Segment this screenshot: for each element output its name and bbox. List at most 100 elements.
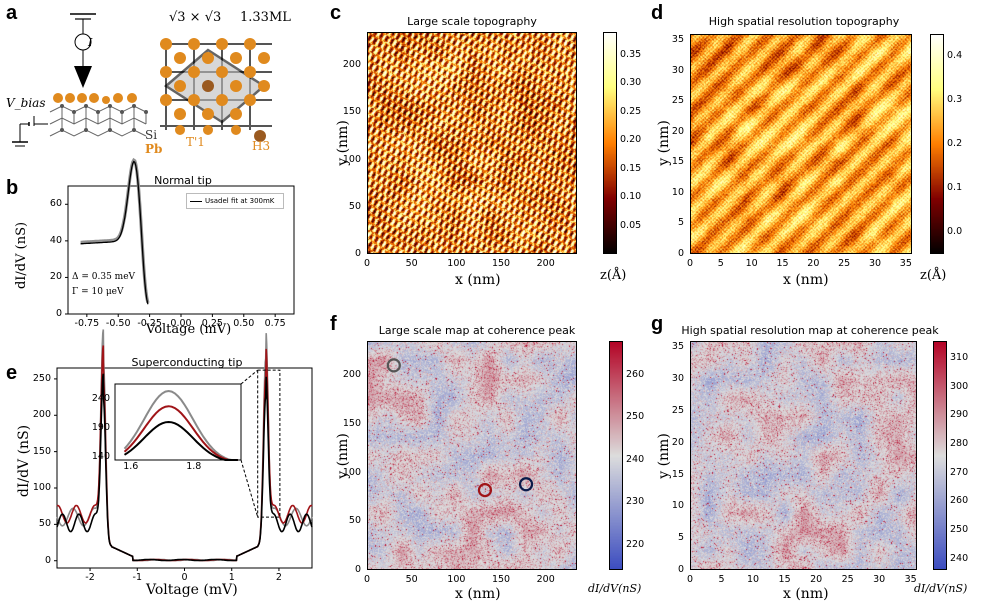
panel-label-c: c — [330, 2, 342, 24]
x-tick-label: 150 — [491, 574, 511, 585]
panel-c-topography-map — [367, 32, 577, 254]
y-tick-label: 35 — [671, 34, 684, 46]
top-view-lattice — [160, 38, 272, 142]
h3-label: H3 — [252, 139, 271, 153]
panel-e-xlabel: Voltage (mV) — [146, 582, 238, 598]
y-tick-label: 20 — [671, 125, 684, 137]
zoom-box — [257, 369, 281, 518]
y-tick-label: 25 — [671, 95, 684, 107]
current-label: I — [88, 36, 93, 49]
y-tick-label: 15 — [671, 156, 684, 168]
y-tick-label: 60 — [49, 198, 62, 210]
x-tick-label: 0.50 — [233, 318, 255, 329]
panel-b-title: Normal tip — [154, 174, 212, 187]
colorbar-tick-label: 270 — [950, 466, 969, 478]
series-line-black — [56, 373, 313, 562]
panel-f-colorbar — [609, 341, 623, 570]
panel-g-cbar-label: dI/dV(nS) — [914, 582, 968, 595]
y-tick-label: 0 — [44, 554, 51, 566]
x-tick-label: 0 — [363, 574, 371, 585]
x-tick-label: 2 — [275, 572, 282, 583]
tip-icon — [74, 66, 92, 88]
inset-y-tick-label: 140 — [91, 451, 110, 463]
x-tick-label: 50 — [405, 258, 418, 269]
panel-f-xlabel: x (nm) — [455, 586, 501, 602]
panel-d-cbar-label: z(Å) — [920, 268, 947, 283]
si-atoms — [60, 104, 148, 132]
panel-f-title: Large scale map at coherence peak — [378, 324, 576, 337]
x-tick-label: 0 — [363, 258, 371, 269]
colorbar-tick-label: 310 — [950, 352, 969, 364]
x-tick-label: 0 — [686, 574, 694, 585]
y-tick-label: 200 — [32, 409, 51, 421]
panel-g-frame — [690, 341, 917, 570]
colorbar-tick-label: 220 — [626, 538, 645, 550]
y-tick-label: 100 — [342, 466, 361, 478]
si-label: Si — [145, 128, 158, 142]
x-tick-label: 5 — [717, 258, 724, 269]
colorbar-tick-label: 0.1 — [947, 182, 963, 193]
y-tick-label: 100 — [342, 153, 361, 165]
y-tick-label: 150 — [342, 417, 361, 429]
panel-label-g: g — [651, 313, 664, 335]
zoom-line — [240, 459, 259, 518]
colorbar-tick-label: 250 — [950, 523, 969, 535]
x-tick-label: 0.25 — [201, 318, 223, 329]
y-tick-label: 150 — [342, 106, 361, 118]
inset-series-red — [123, 405, 238, 461]
panel-d-colorbar — [930, 34, 944, 254]
colorbar-tick-label: 240 — [950, 552, 969, 564]
x-tick-label: 200 — [536, 258, 555, 269]
x-tick-label: -2 — [85, 572, 95, 583]
panel-d-topography-map — [690, 34, 912, 254]
x-tick-label: -0.25 — [137, 318, 162, 329]
x-tick-label: 5 — [718, 574, 725, 585]
panel-c-frame — [367, 32, 577, 254]
x-tick-label: 10 — [747, 574, 760, 585]
pb-label: Pb — [145, 142, 163, 156]
y-tick-label: 0 — [354, 248, 361, 259]
panel-b-xlabel: Voltage (mV) — [146, 322, 232, 337]
x-tick-label: 0.00 — [170, 318, 192, 329]
x-tick-label: 20 — [807, 258, 820, 269]
y-tick-label: 10 — [671, 500, 684, 512]
x-tick-label: -1 — [132, 572, 142, 583]
panel-c-colorbar — [603, 32, 617, 254]
colorbar-tick-label: 250 — [626, 411, 645, 423]
x-tick-label: 25 — [841, 574, 854, 585]
structure-label: √3 × √3 — [169, 10, 222, 25]
y-tick-label: 5 — [677, 217, 684, 229]
x-tick-label: 35 — [899, 258, 912, 269]
zoom-line — [240, 369, 259, 385]
colorbar-tick-label: 240 — [626, 453, 645, 465]
panel-d-frame — [690, 34, 912, 254]
inset-y-tick-label: 240 — [91, 392, 110, 404]
colorbar-tick-label: 0.20 — [620, 134, 642, 146]
colorbar-tick-label: 280 — [950, 438, 969, 450]
x-tick-label: 15 — [776, 258, 789, 269]
x-tick-label: 150 — [491, 258, 511, 269]
t1-label: T'1 — [186, 135, 205, 149]
x-tick-label: 20 — [810, 574, 823, 585]
panel-label-f: f — [330, 313, 337, 335]
colorbar-tick-label: 290 — [950, 409, 969, 421]
colorbar-tick-label: 0.25 — [620, 105, 642, 117]
colorbar-tick-label: 260 — [950, 495, 969, 507]
panel-c-colorbar-frame — [603, 32, 617, 254]
panel-f-markers — [386, 358, 534, 498]
colorbar-tick-label: 0.35 — [620, 48, 642, 60]
y-tick-label: 30 — [671, 373, 684, 385]
legend-entry-label: Usadel fit at 300mK — [205, 197, 275, 205]
y-tick-label: 50 — [38, 518, 51, 530]
panel-a-schematic — [12, 13, 272, 147]
colorbar-tick-label: 0.05 — [620, 219, 642, 231]
y-tick-label: 35 — [671, 341, 684, 353]
panel-label-d: d — [651, 2, 664, 24]
colorbar-tick-label: 0.2 — [947, 138, 963, 149]
y-tick-label: 50 — [348, 515, 361, 527]
y-tick-label: 50 — [348, 200, 361, 212]
inset-x-tick-label: 1.6 — [123, 461, 139, 472]
x-tick-label: 30 — [873, 574, 886, 585]
